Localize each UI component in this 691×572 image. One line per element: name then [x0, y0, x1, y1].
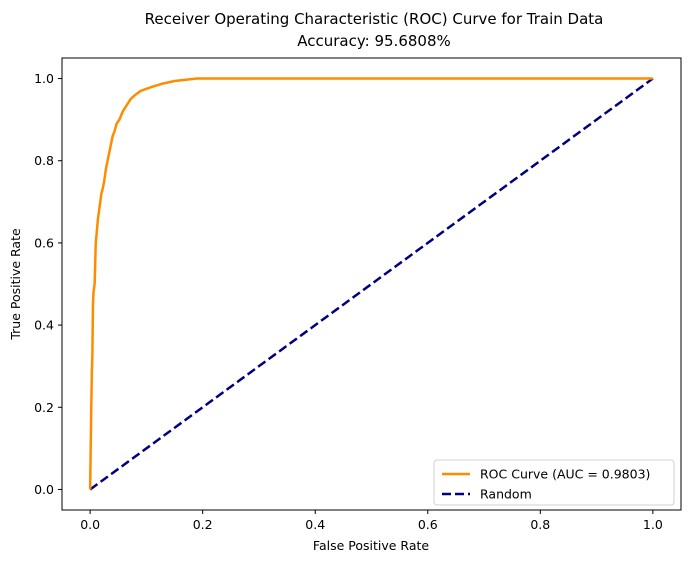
roc-curve-line — [88, 77, 653, 490]
legend-label-random: Random — [480, 487, 532, 502]
y-tick-label: 0.8 — [34, 153, 54, 168]
legend-label-roc: ROC Curve (AUC = 0.9803) — [480, 467, 650, 482]
x-tick-label: 0.0 — [80, 517, 100, 532]
plot-content — [88, 77, 654, 491]
y-tick-label: 0.6 — [34, 235, 54, 250]
plot-frame — [61, 57, 682, 511]
x-tick-label: 0.6 — [418, 517, 438, 532]
legend-box — [433, 459, 675, 506]
y-tick-label: 0.2 — [34, 400, 54, 415]
x-axis-ticks: 0.0 0.2 0.4 0.6 0.8 1.0 — [80, 510, 663, 532]
y-tick-label: 0.0 — [34, 482, 54, 497]
y-axis-ticks: 0.0 0.2 0.4 0.6 0.8 1.0 — [34, 71, 62, 497]
y-tick-label: 1.0 — [34, 71, 54, 86]
legend: ROC Curve (AUC = 0.9803) Random — [433, 459, 675, 506]
x-axis-label: False Positive Rate — [313, 538, 429, 553]
chart-subtitle: Accuracy: 95.6808% — [297, 32, 451, 50]
random-baseline-line — [89, 77, 654, 491]
y-axis-label: True Positive Rate — [8, 228, 23, 341]
x-tick-label: 0.4 — [305, 517, 325, 532]
y-tick-label: 0.4 — [34, 318, 54, 333]
x-tick-label: 0.2 — [193, 517, 213, 532]
x-tick-label: 1.0 — [643, 517, 663, 532]
x-tick-label: 0.8 — [530, 517, 550, 532]
chart-title: Receiver Operating Characteristic (ROC) … — [145, 10, 604, 28]
